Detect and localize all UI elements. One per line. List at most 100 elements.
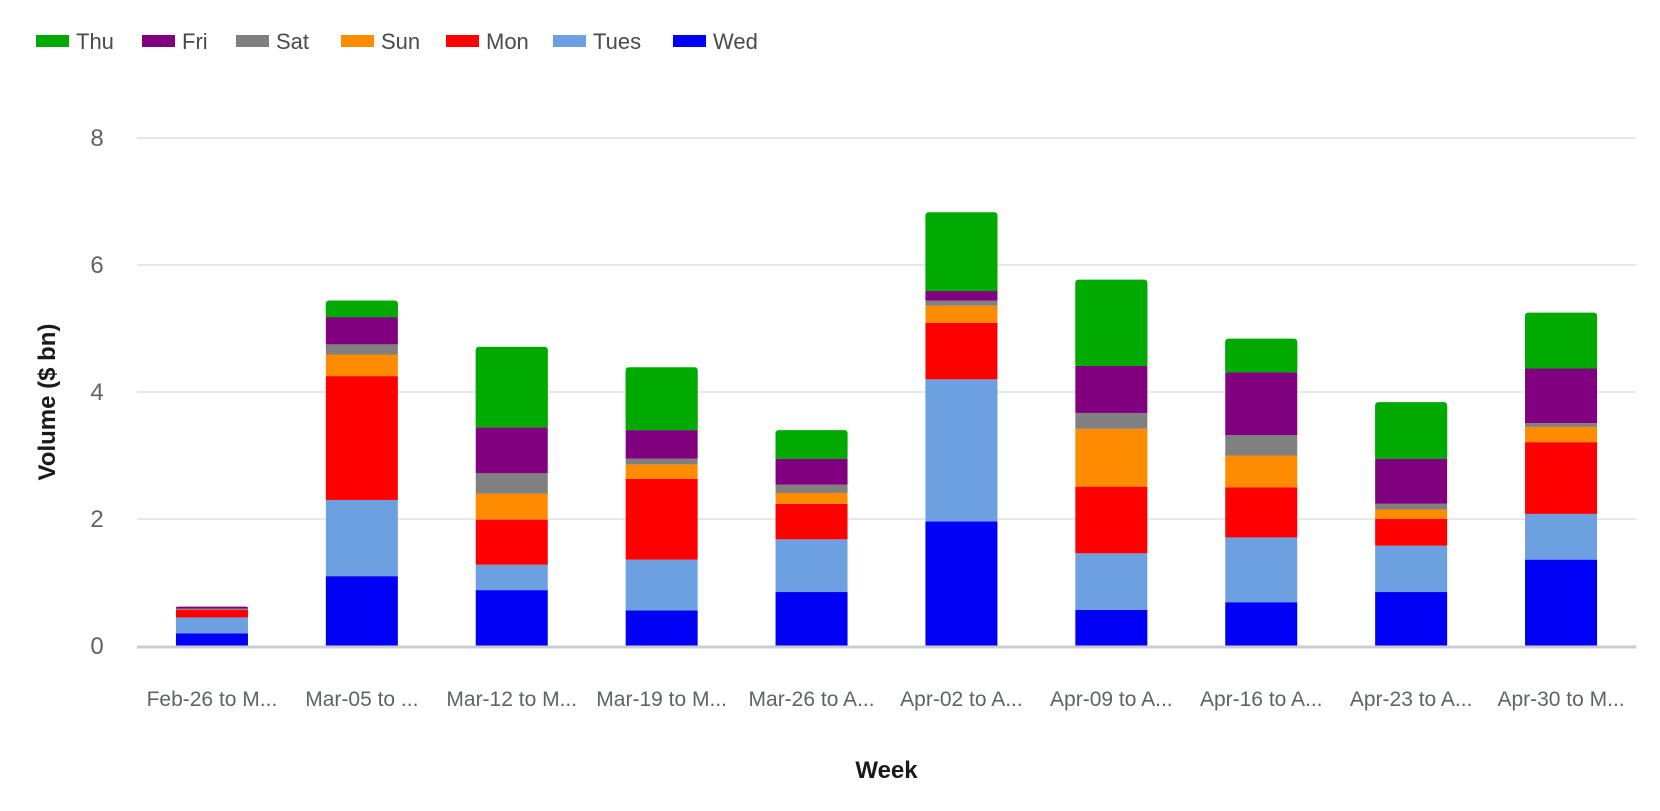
bar-segment-wed[interactable] [175,633,248,646]
bar-segment-sat[interactable] [1375,503,1448,510]
bar-segment-fill [925,216,998,292]
bar-segment-wed[interactable] [925,521,998,646]
legend-item-sat[interactable]: Sat [236,29,309,54]
x-tick-label: Apr-23 to A... [1350,688,1473,711]
bar-segment-mon[interactable] [1225,487,1298,538]
bar-segment-sun[interactable] [925,305,998,323]
bar-segment-sat[interactable] [1225,435,1298,456]
bar-segment-fill [625,371,698,431]
bar-segment-sun[interactable] [1525,426,1598,443]
bar-segment-fri[interactable] [925,291,998,301]
bar-segment-mon[interactable] [625,478,698,560]
bar-segment-tues[interactable] [175,617,248,634]
legend-item-thu[interactable]: Thu [36,29,114,54]
y-tick-label: 0 [90,633,103,660]
bar-segment-tues[interactable] [775,539,848,593]
bar-segment-mon[interactable] [175,609,248,618]
bar-segment-tues[interactable] [1075,553,1148,610]
bar-segment-mon[interactable] [1075,486,1148,554]
legend-swatch [36,35,69,47]
bar-segment-mon[interactable] [1375,519,1448,546]
bar-segment-mon[interactable] [925,322,998,380]
bar-segment-fri[interactable] [325,317,398,345]
y-tick-label: 6 [90,252,103,279]
legend-label: Fri [182,29,208,54]
bar-stack[interactable] [325,300,398,646]
bar-segment-wed[interactable] [1225,602,1298,646]
x-tick-label: Apr-09 to A... [1050,688,1173,711]
legend-swatch [553,35,586,47]
legend-item-fri[interactable]: Fri [142,29,208,54]
y-axis-title: Volume ($ bn) [34,324,61,481]
legend-item-mon[interactable]: Mon [446,29,529,54]
bar-segment-wed[interactable] [775,592,848,646]
bar-stack[interactable] [1525,312,1598,646]
bar-segment-mon[interactable] [475,519,548,565]
x-tick-label: Mar-05 to ... [305,688,418,711]
legend-label: Mon [486,29,529,54]
bar-segment-fri[interactable] [1075,365,1148,413]
bar-segment-wed[interactable] [1075,609,1148,646]
bar-segment-tues[interactable] [1375,545,1448,593]
bar-segment-wed[interactable] [1525,559,1598,646]
bar-segment-fill [775,434,848,459]
legend-swatch [446,35,479,47]
bar-segment-sat[interactable] [925,300,998,306]
bar-segment-sun[interactable] [1225,455,1298,488]
legend-item-tues[interactable]: Tues [553,29,641,54]
y-axis-ticks: 0 2 4 6 8 [90,125,103,660]
legend-label: Thu [76,29,114,54]
bar-segment-tues[interactable] [1525,513,1598,560]
bar-segment-fri[interactable] [1225,372,1298,436]
bar-segment-sun[interactable] [325,354,398,377]
bar-segment-tues[interactable] [625,559,698,611]
bar-stack[interactable] [175,606,248,646]
bar-segment-sun[interactable] [475,493,548,520]
bar-stack[interactable] [775,430,848,646]
y-tick-label: 8 [90,125,103,152]
bar-segment-fri[interactable] [625,430,698,459]
legend: Thu Fri Sat Sun Mon Tues Wed [36,29,758,54]
bar-segment-mon[interactable] [775,503,848,540]
bar-segment-fri[interactable] [1375,458,1448,504]
bar-stack[interactable] [1225,338,1298,646]
bar-segment-sat[interactable] [1525,423,1598,427]
bar-stack[interactable] [1075,279,1148,646]
bar-segment-fri[interactable] [1525,368,1598,424]
bar-segment-wed[interactable] [625,610,698,646]
bar-stack[interactable] [1375,402,1448,646]
bar-segment-sat[interactable] [325,344,398,355]
bar-segment-sat[interactable] [475,473,548,494]
bar-segment-wed[interactable] [1375,592,1448,646]
bar-segment-sat[interactable] [625,458,698,465]
bar-stack[interactable] [475,346,548,646]
legend-swatch [341,35,374,47]
bar-stack[interactable] [925,212,998,646]
bar-segment-sat[interactable] [1075,412,1148,429]
bar-segment-tues[interactable] [475,564,548,591]
bar-segment-fill [475,350,548,428]
bar-segment-mon[interactable] [325,376,398,500]
bar-segment-sun[interactable] [775,492,848,504]
bars [175,212,1598,646]
bar-segment-tues[interactable] [325,499,398,577]
bar-segment-fri[interactable] [475,427,548,474]
bar-segment-wed[interactable] [325,576,398,646]
bar-segment-fri[interactable] [775,458,848,485]
bar-segment-sun[interactable] [625,464,698,479]
bar-segment-sun[interactable] [1075,428,1148,487]
bar-segment-wed[interactable] [475,590,548,646]
x-tick-label: Apr-16 to A... [1200,688,1323,711]
bar-segment-sat[interactable] [175,608,248,610]
bar-segment-sat[interactable] [775,484,848,493]
bar-stack[interactable] [625,367,698,646]
legend-item-wed[interactable]: Wed [673,29,758,54]
bar-segment-tues[interactable] [925,379,998,522]
bar-segment-mon[interactable] [1525,442,1598,514]
x-axis-ticks: Feb-26 to M... Mar-05 to ... Mar-12 to M..… [147,688,1625,711]
legend-item-sun[interactable]: Sun [341,29,420,54]
bar-segment-tues[interactable] [1225,537,1298,603]
bar-segment-sun[interactable] [1375,509,1448,519]
y-tick-label: 2 [90,506,103,533]
